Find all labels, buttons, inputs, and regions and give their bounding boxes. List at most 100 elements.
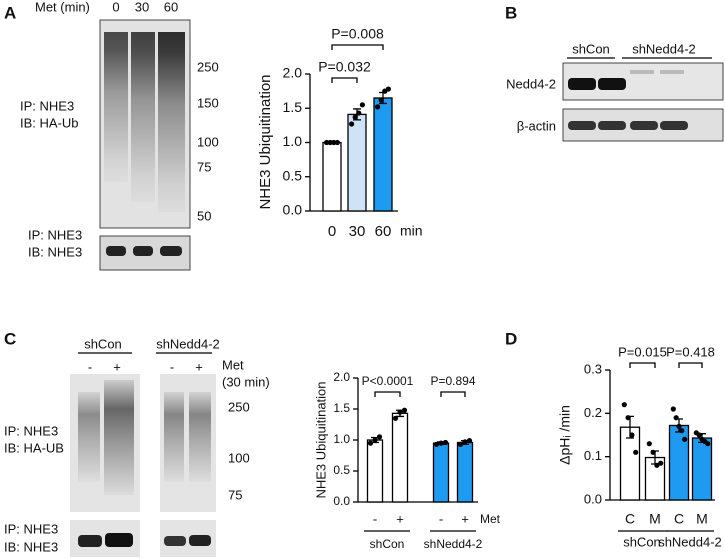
row-label: β-actin [517, 118, 556, 133]
panel-label: B [505, 3, 517, 22]
row-label: Nedd4-2 [506, 76, 556, 91]
blot-label: IP: NHE3 [4, 423, 58, 438]
data-point [621, 402, 627, 408]
bar [456, 441, 474, 503]
lane-label: - [170, 359, 174, 374]
treatment-label: Met [222, 357, 244, 372]
x-tick-label: C [625, 511, 635, 527]
data-point [367, 440, 374, 446]
panel-label: C [4, 329, 16, 348]
x-tick-label: C [674, 511, 684, 527]
blot-band [630, 121, 658, 130]
x-tick-label: - [439, 511, 443, 526]
y-tick-label: 0.2 [584, 405, 602, 420]
significance-bracket [331, 77, 358, 83]
x-tick-label: + [461, 511, 469, 526]
p-value: P=0.418 [666, 344, 715, 359]
blot-band [598, 121, 626, 130]
blot-b: shCon shNedd4-2 Nedd4-2 β-actin [506, 41, 724, 142]
lane-label: 60 [164, 0, 178, 14]
y-tick-label: 0.1 [584, 448, 602, 463]
blot-label: IB: NHE3 [28, 244, 82, 259]
y-tick-label: 0.5 [283, 167, 303, 183]
data-point [331, 139, 337, 146]
p-value: P=0.015 [618, 344, 667, 359]
p-value: P=0.008 [331, 26, 384, 42]
panel-label: A [4, 3, 16, 22]
data-point [676, 423, 682, 429]
blot-label: IP: NHE3 [20, 98, 74, 113]
data-point [376, 434, 383, 440]
data-point [433, 441, 440, 447]
y-axis-label: NHE3 Ubiquitination [313, 381, 328, 498]
blot-band [158, 32, 185, 212]
data-point [442, 439, 449, 446]
y-tick-label: 2.0 [333, 370, 350, 384]
data-point [334, 139, 340, 146]
group-label: shCon [370, 537, 405, 551]
data-point [633, 449, 639, 455]
significance-bracket [374, 391, 401, 397]
y-tick-label: 1.5 [333, 401, 350, 415]
data-point [349, 121, 355, 127]
y-axis-label: ΔpHᵢ /min [557, 405, 573, 465]
blot-band [568, 78, 596, 90]
blot-band [131, 32, 155, 202]
significance-bracket [678, 362, 703, 368]
significance-bracket [331, 44, 384, 50]
blot-band [104, 380, 134, 495]
blot-band [78, 392, 100, 482]
data-point [378, 97, 384, 103]
x-axis-label: Met [480, 512, 501, 526]
data-point [646, 441, 652, 447]
mw-marker: 75 [197, 159, 211, 174]
mw-marker: 50 [197, 208, 211, 223]
data-point [324, 139, 330, 146]
data-point [352, 114, 358, 120]
x-tick-label: M [696, 511, 708, 527]
data-point [375, 104, 381, 110]
y-tick-label: 0.0 [333, 494, 350, 508]
data-point [466, 438, 473, 444]
group-label: shNedd4-2 [424, 537, 483, 551]
bar [366, 439, 384, 503]
y-axis-label: NHE3 Ubiquitination [257, 74, 274, 209]
y-tick-label: 1.0 [283, 133, 303, 149]
blot-band [106, 246, 126, 256]
blot-band [598, 78, 626, 90]
p-value: P=0.032 [318, 59, 371, 75]
group-label: shCon [623, 534, 661, 549]
lane-label: + [113, 359, 121, 374]
data-point [359, 102, 365, 108]
panel-label: D [505, 329, 517, 348]
mw-marker: 250 [197, 59, 219, 74]
blot-band [189, 535, 211, 546]
data-point [401, 407, 408, 413]
blot-band [630, 70, 654, 74]
blot-band [568, 121, 596, 130]
blot-label: IP: NHE3 [28, 227, 82, 242]
data-point [327, 139, 333, 146]
data-point [457, 441, 464, 447]
p-value: P<0.0001 [362, 374, 414, 388]
y-tick-label: 0.0 [584, 491, 602, 506]
blot-band [160, 246, 182, 256]
data-point [462, 439, 468, 445]
mw-marker: 75 [228, 487, 242, 502]
data-point [679, 428, 685, 434]
significance-bracket [440, 391, 466, 397]
x-tick-label: - [373, 511, 377, 526]
mw-marker: 100 [197, 134, 219, 149]
data-point [385, 86, 391, 92]
x-tick-label: M [649, 511, 661, 527]
lane-label: 30 [135, 0, 149, 14]
treatment-label: Met (min) [35, 0, 90, 14]
group-label: shNedd4-2 [658, 534, 722, 549]
x-tick-label: 30 [349, 223, 366, 240]
y-tick-label: 2.0 [283, 65, 303, 81]
x-tick-label: 60 [375, 223, 392, 240]
data-point [356, 110, 362, 116]
blot-band [164, 392, 184, 482]
group-label: shCon [572, 41, 610, 56]
